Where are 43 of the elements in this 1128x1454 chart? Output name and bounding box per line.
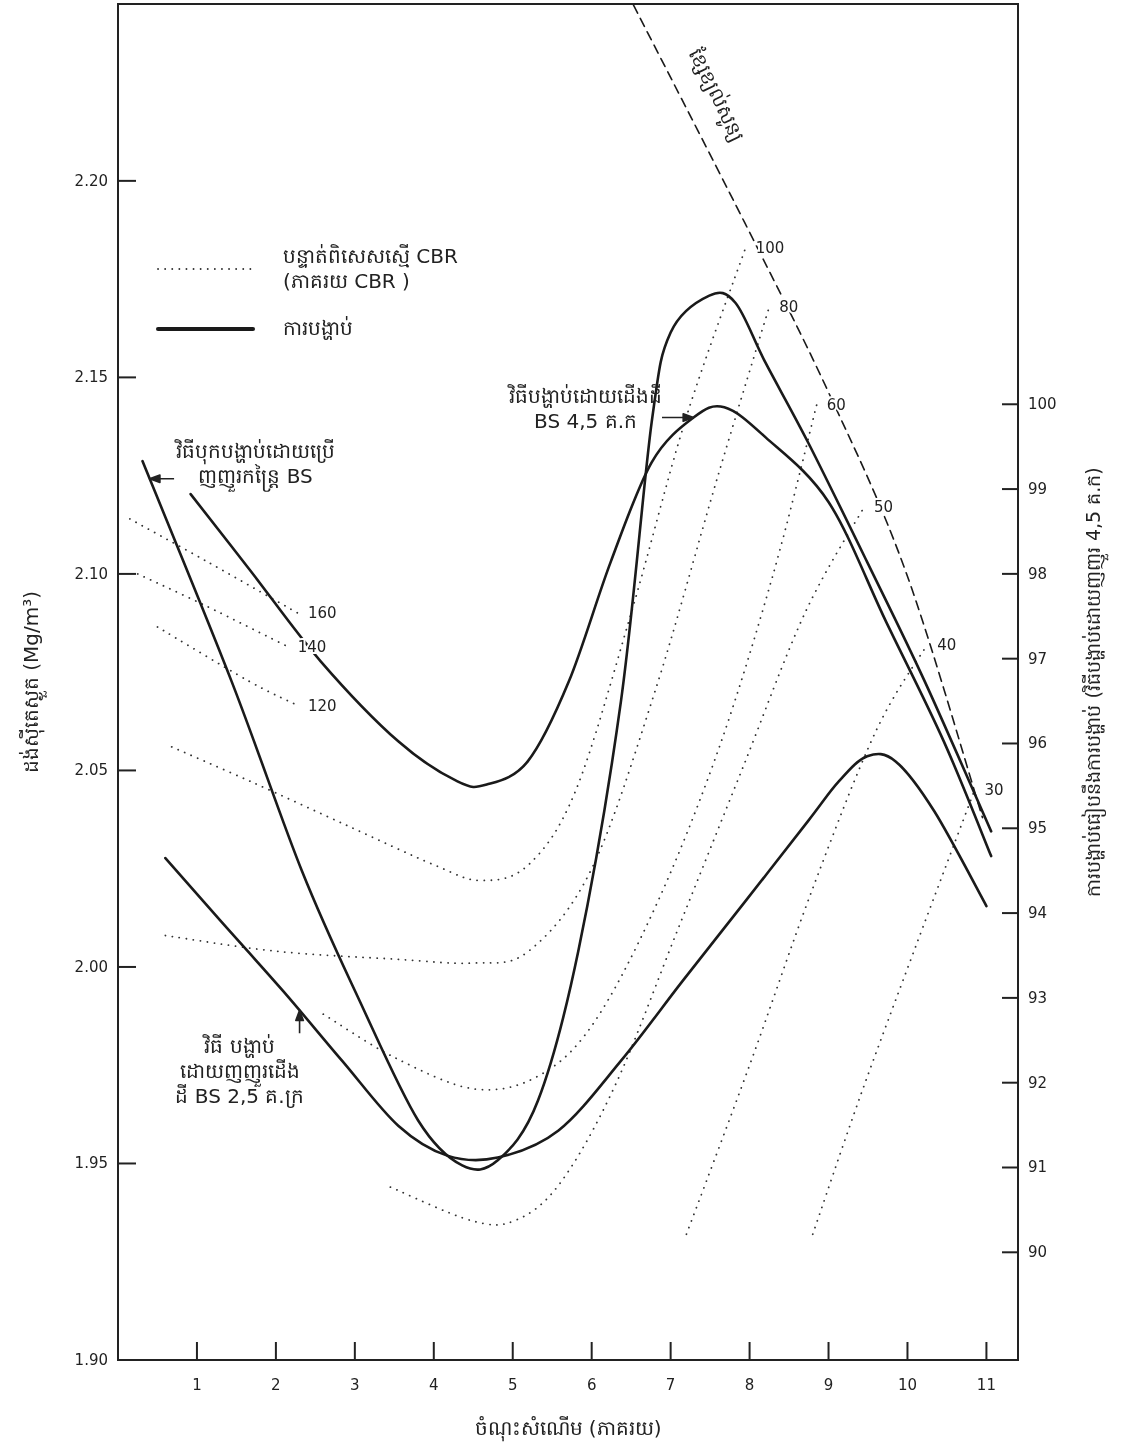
y-tick-label: 1.90 [74, 1351, 108, 1369]
y2-tick-label: 99 [1028, 480, 1048, 499]
x-tick-label: 6 [586, 1376, 597, 1394]
annotation: 40 [937, 635, 957, 654]
y2-tick-label: 91 [1028, 1158, 1048, 1177]
annotation: 30 [984, 781, 1004, 800]
annotation: 60 [826, 395, 846, 414]
annotation: 160 [308, 604, 337, 623]
y2-tick-label: 92 [1028, 1073, 1048, 1092]
annotation: វិធីបុកបង្ហាប់ដោយប្រើ ញញួរកន្ត្រៃ BS [174, 438, 336, 493]
x-tick-label: 7 [665, 1376, 676, 1394]
x-tick-label: 8 [744, 1376, 755, 1394]
y-axis-title: ដង់ស៊ីតេស្ងួត (Mg/m³) [18, 590, 47, 774]
x-tick-label: 4 [429, 1376, 439, 1394]
annotation: 100 [755, 238, 785, 257]
y2-tick-label: 90 [1028, 1243, 1048, 1262]
x-tick-label: 10 [897, 1376, 918, 1394]
legend-label: បន្ទាត់ពិសេសស្មើ CBR (ភាគរយ CBR ) [283, 242, 459, 293]
y-tick-label: 2.00 [74, 957, 108, 976]
y-tick-label: 2.15 [74, 368, 108, 387]
y2-tick-label: 100 [1028, 395, 1057, 414]
x-tick-label: 2 [271, 1376, 281, 1394]
x-tick-label: 9 [823, 1376, 834, 1394]
y-tick-label: 1.95 [74, 1154, 108, 1173]
x-tick-label: 1 [192, 1376, 202, 1394]
y2-tick-label: 96 [1028, 734, 1048, 753]
x-tick-label: 3 [350, 1376, 360, 1394]
y-tick-label: 2.20 [74, 171, 108, 190]
annotation: 120 [308, 696, 337, 715]
annotation: 80 [779, 297, 799, 316]
y2-tick-label: 93 [1028, 988, 1048, 1007]
legend-label: ការបង្ហាប់ [283, 315, 353, 340]
y2-tick-label: 95 [1028, 819, 1048, 838]
y2-axis-title: ការបង្ហាប់ធៀបនឹងការបង្ហាប់ (វិធីបង្ហាប់ដោយញញួរ 4,5 គ.ក) [1081, 467, 1109, 897]
y2-tick-label: 94 [1028, 904, 1048, 923]
y2-tick-label: 97 [1028, 649, 1048, 668]
x-axis-title: ចំណុះសំណើម (ភាគរយ) [474, 1415, 662, 1442]
x-tick-label: 5 [507, 1376, 518, 1394]
x-tick-label: 11 [976, 1376, 996, 1394]
y2-tick-label: 98 [1028, 564, 1048, 583]
y-tick-label: 2.10 [74, 564, 108, 583]
y-tick-label: 2.05 [74, 761, 108, 780]
annotation: វិធី បង្ហាប់ ដោយញញួរដើង ដី BS 2,5 គ.ក្រ [175, 1033, 304, 1109]
